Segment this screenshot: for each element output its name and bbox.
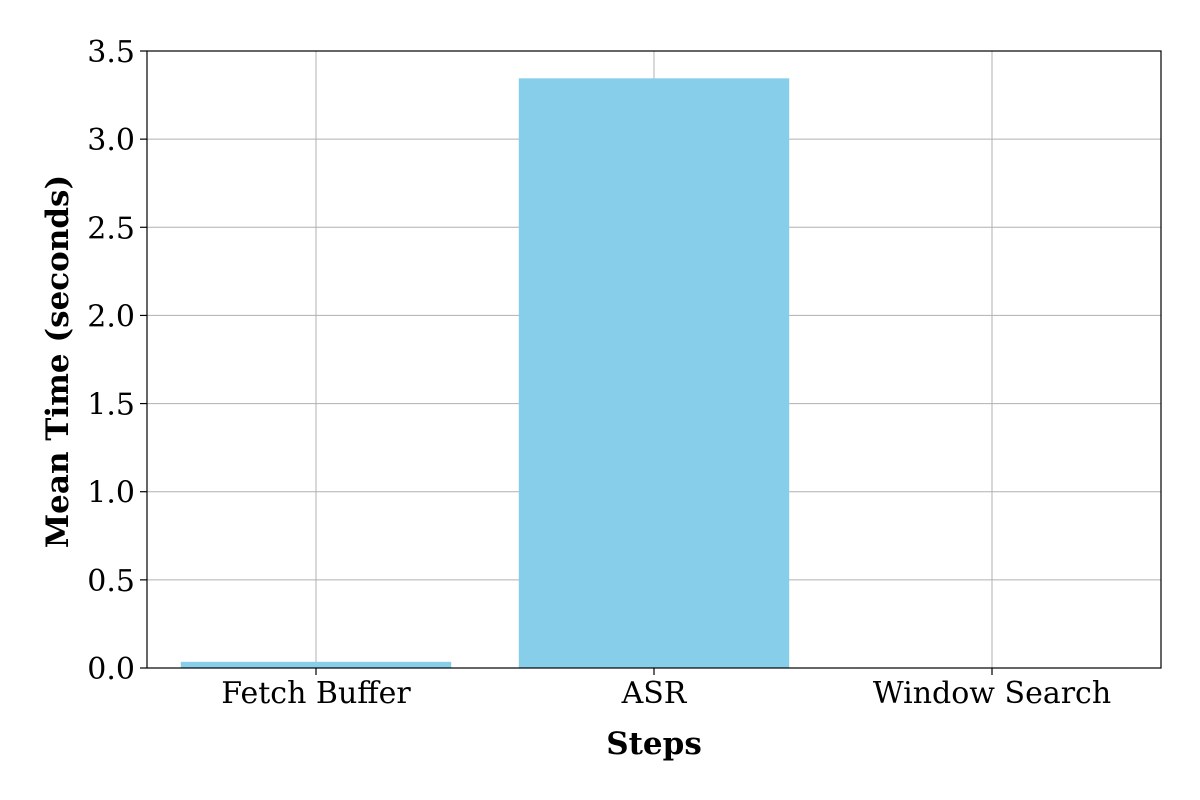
x-tick-label: ASR — [621, 676, 688, 711]
y-tick-label: 0.5 — [87, 564, 135, 599]
y-axis-title: Mean Time (seconds) — [40, 175, 76, 548]
y-tick-label: 2.5 — [87, 211, 135, 246]
y-tick-label: 3.0 — [87, 123, 135, 158]
x-axis-title: Steps — [606, 726, 702, 762]
y-tick-label: 1.0 — [87, 476, 135, 511]
ticks-layer: 0.0 0.5 1.0 1.5 2.0 2.5 3.0 3.5 Fetch Buffer ASR W… — [87, 35, 1111, 711]
y-tick-label: 2.0 — [87, 299, 135, 334]
x-tick-label: Fetch Buffer — [221, 676, 411, 711]
y-tick-label: 0.0 — [87, 652, 135, 687]
y-tick-label: 3.5 — [87, 35, 135, 70]
bars-layer — [180, 78, 1128, 669]
x-tick-label: Window Search — [873, 676, 1111, 711]
bar-asr — [518, 78, 790, 669]
y-tick-label: 1.5 — [87, 388, 135, 423]
bar-fetch-buffer — [180, 661, 452, 668]
